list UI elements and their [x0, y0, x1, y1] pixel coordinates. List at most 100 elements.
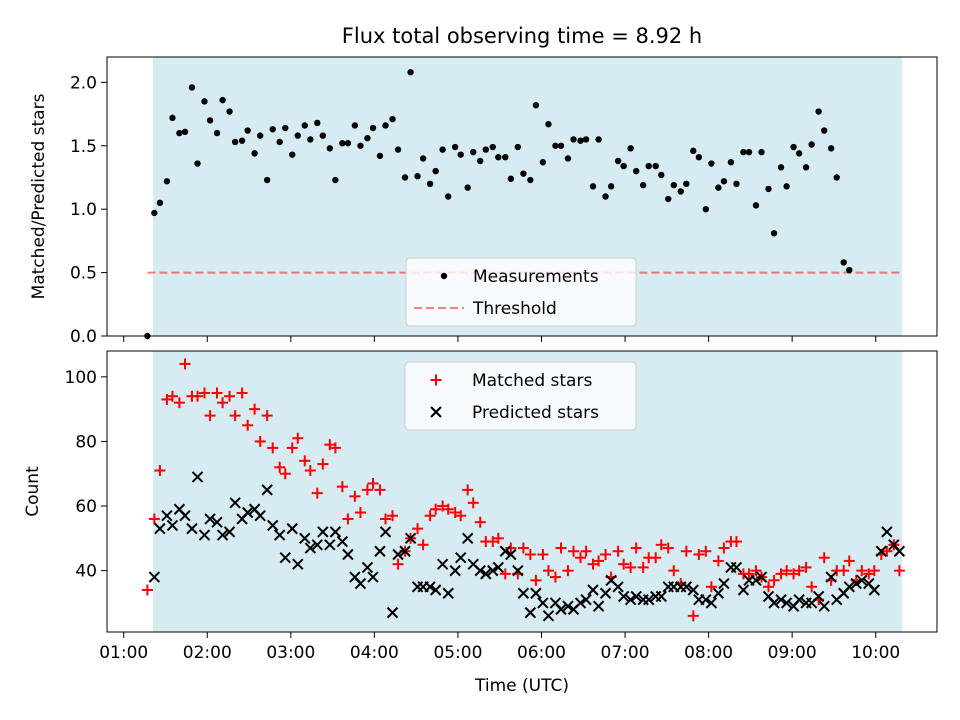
measurement-point [570, 136, 577, 143]
top-y-axis-label: Matched/Predicted stars [29, 93, 49, 299]
matched-star-point [211, 387, 223, 399]
matched-star-point [474, 516, 486, 528]
predicted-star-point [379, 526, 392, 538]
measurement-point [226, 108, 233, 115]
bottom-y-tick-label: 80 [75, 432, 97, 452]
measurement-point [194, 160, 201, 167]
predicted-star-point [342, 548, 354, 561]
top-y-tick-label: 0.5 [70, 264, 97, 284]
measurement-point [665, 195, 672, 203]
matched-star-point [229, 410, 241, 422]
matched-star-point [637, 561, 649, 573]
measurement-point [740, 148, 747, 156]
predicted-star-point [700, 593, 712, 606]
measurement-point [470, 148, 477, 156]
predicted-star-point [680, 581, 693, 593]
predicted-star-point [474, 564, 486, 577]
matched-star-point [299, 455, 311, 467]
measurement-point [827, 145, 835, 152]
measurement-point [206, 117, 214, 124]
matched-star-point [549, 571, 561, 583]
measurement-point [582, 136, 590, 143]
predicted-star-point [354, 577, 367, 590]
matched-star-point [612, 545, 624, 557]
predicted-star-point [241, 506, 254, 519]
chart-title: Flux total observing time = 8.92 h [342, 24, 702, 48]
measurement-point [357, 142, 364, 149]
measurement-point [645, 162, 652, 170]
predicted-star-point [856, 574, 868, 587]
matched-star-point [455, 510, 467, 522]
predicted-star-point [825, 571, 837, 583]
measurement-point [595, 136, 602, 143]
predicted-star-point [186, 522, 198, 535]
measurement-point [319, 132, 327, 139]
measurement-point [407, 69, 414, 76]
measurement-point [426, 180, 434, 188]
measurement-point [670, 181, 677, 189]
matched-star-point [730, 536, 742, 548]
measurement-point [495, 153, 502, 161]
x-axis-label: Time (UTC) [474, 676, 569, 696]
matched-star-point [462, 484, 474, 496]
measurement-point [314, 119, 321, 127]
measurement-point [658, 171, 665, 179]
measurement-point [545, 121, 552, 128]
matched-star-point [254, 435, 266, 447]
matched-star-point [417, 539, 429, 551]
predicted-star-point [555, 603, 567, 616]
measurement-point [439, 146, 446, 153]
matched-star-point [179, 358, 191, 370]
matched-star-point [449, 506, 461, 518]
measurement-point [307, 136, 314, 143]
predicted-star-point [317, 526, 329, 538]
predicted-star-point [223, 526, 236, 538]
top-panel: 0.00.51.01.52.0 Matched/Predicted stars … [29, 56, 938, 347]
matched-star-point [148, 513, 160, 525]
predicted-star-point [780, 597, 793, 609]
measurement-point [502, 153, 509, 161]
measurement-point [607, 183, 615, 190]
predicted-star-point [850, 577, 862, 590]
predicted-star-point [630, 590, 642, 603]
predicted-star-point [367, 571, 379, 583]
measurement-point [401, 174, 409, 181]
top-y-tick-label: 1.5 [70, 137, 97, 157]
measurement-point [282, 124, 289, 132]
measurement-point [840, 259, 847, 266]
matched-star-point [236, 387, 248, 399]
predicted-star-point [442, 587, 454, 599]
measurement-point [364, 134, 371, 142]
predicted-star-point [229, 497, 241, 509]
measurement-point [552, 142, 559, 149]
matched-star-point [775, 568, 787, 580]
matched-star-point [743, 568, 755, 580]
x-tick-label: 07:00 [601, 643, 650, 663]
matched-star-point [856, 565, 868, 577]
matched-star-point [166, 390, 178, 402]
predicted-star-point [875, 545, 888, 557]
matched-star-point [442, 503, 454, 515]
measurement-point [326, 145, 334, 152]
predicted-star-point [392, 548, 404, 561]
measurement-point [795, 150, 803, 157]
x-tick-label: 02:00 [183, 643, 232, 663]
measurement-point [238, 137, 246, 144]
matched-star-point [261, 410, 273, 422]
measurement-point [269, 126, 276, 133]
predicted-star-point [499, 545, 511, 557]
measurement-point [752, 202, 760, 209]
measurement-point [457, 151, 464, 158]
matched-star-point [818, 552, 830, 564]
matched-star-point [580, 545, 592, 557]
measurement-point [602, 193, 609, 200]
matched-star-point [380, 513, 392, 525]
measurement-point [213, 129, 221, 137]
matched-star-point [467, 497, 479, 509]
matched-star-point [693, 548, 705, 560]
matched-star-point [492, 532, 504, 544]
predicted-star-point [436, 558, 449, 570]
measurement-point [156, 199, 164, 207]
measurement-point [808, 141, 815, 148]
measurement-point [394, 146, 402, 153]
